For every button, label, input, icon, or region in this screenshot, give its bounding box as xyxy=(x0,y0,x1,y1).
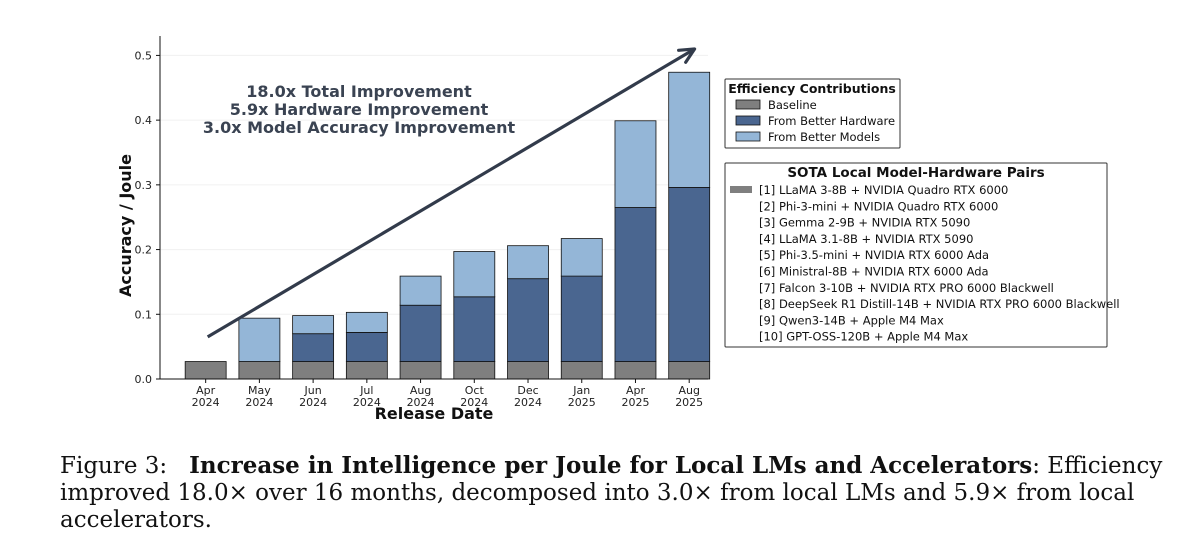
pairs-legend-entry: [7] Falcon 3-10B + NVIDIA RTX PRO 6000 B… xyxy=(759,281,1054,295)
pairs-legend-entry: [10] GPT-OSS-120B + Apple M4 Max xyxy=(759,330,968,344)
caption-text: : Efficiency improved 18.0× over 16 mont… xyxy=(60,453,1163,533)
bar-segment xyxy=(345,361,388,380)
bars xyxy=(184,71,711,380)
pairs-legend-entry: [8] DeepSeek R1 Distill-14B + NVIDIA RTX… xyxy=(759,297,1120,311)
chart: 0.0 0.1 0.2 0.3 0.4 0.5 Apr 2024 May 2024 Jun 2024 J… xyxy=(116,36,1120,423)
x-tick-label: Oct 2024 xyxy=(460,384,488,409)
bar-segment xyxy=(560,275,603,362)
bar-segment xyxy=(614,120,657,208)
legend-swatch xyxy=(735,131,761,142)
x-tick-label: Apr 2025 xyxy=(621,384,649,409)
x-tick-label: May 2024 xyxy=(245,384,273,409)
y-tick-label: 0.1 xyxy=(135,308,153,321)
bar-segment xyxy=(184,361,227,380)
x-tick-label: Jun 2024 xyxy=(299,384,327,409)
pairs-legend-entry: [5] Phi-3.5-mini + NVIDIA RTX 6000 Ada xyxy=(759,248,989,262)
bar-segment xyxy=(345,332,388,362)
bar-segment xyxy=(560,361,603,380)
bar-segment xyxy=(507,245,549,280)
bar-segment xyxy=(668,187,711,362)
x-tick-label: Aug 2024 xyxy=(407,384,435,409)
bar-segment xyxy=(292,333,335,362)
figure-caption: Figure 3: Increase in Intelligence per J… xyxy=(60,452,1170,534)
x-tick-label: Apr 2024 xyxy=(192,384,220,409)
caption-title: Increase in Intelligence per Joule for L… xyxy=(189,452,1033,479)
bar-segment xyxy=(345,311,388,333)
bar-segment xyxy=(614,207,657,362)
pairs-legend-entry: [1] LLaMA 3-8B + NVIDIA Quadro RTX 6000 xyxy=(759,183,1008,197)
bar-segment xyxy=(238,317,281,362)
improvement-annotation: 18.0x Total Improvement xyxy=(246,82,472,101)
y-axis-title: Accuracy / Joule xyxy=(116,154,135,297)
bar-segment xyxy=(507,278,549,362)
legend-entry: From Better Hardware xyxy=(768,114,895,128)
improvement-annotation: 5.9x Hardware Improvement xyxy=(230,100,489,119)
x-axis-title: Release Date xyxy=(375,404,494,423)
pairs-legend-entry: [2] Phi-3-mini + NVIDIA Quadro RTX 6000 xyxy=(759,199,998,213)
y-tick-label: 0.3 xyxy=(135,179,153,192)
bar-segment xyxy=(560,238,603,277)
bar-segment xyxy=(453,296,496,362)
bar-segment xyxy=(507,361,549,380)
pairs-legend-entry: [4] LLaMA 3.1-8B + NVIDIA RTX 5090 xyxy=(759,232,973,246)
bar-segment xyxy=(668,71,711,188)
bar-segment xyxy=(292,361,335,380)
pairs-legend-entry: [9] Qwen3-14B + Apple M4 Max xyxy=(759,313,944,327)
y-tick-label: 0.2 xyxy=(135,244,153,257)
y-tick-label: 0.4 xyxy=(135,114,153,127)
pairs-legend: SOTA Local Model-Hardware Pairs [1] LLaMA… xyxy=(724,162,1120,348)
x-tick-label: Aug 2025 xyxy=(675,384,703,409)
y-tick-label: 0.0 xyxy=(135,373,153,386)
legend-swatch xyxy=(735,115,761,126)
pairs-legend-entry: [3] Gemma 2-9B + NVIDIA RTX 5090 xyxy=(759,216,970,230)
legend-swatch xyxy=(735,99,761,110)
bar-segment xyxy=(614,361,657,380)
pairs-legend-entry: [6] Ministral-8B + NVIDIA RTX 6000 Ada xyxy=(759,265,989,279)
improvement-annotation: 3.0x Model Accuracy Improvement xyxy=(203,118,516,137)
bar-segment xyxy=(399,275,442,306)
trend-arrow-head xyxy=(677,47,697,64)
bar-segment xyxy=(453,251,496,298)
pairs-legend-swatch xyxy=(730,186,752,193)
bar-segment xyxy=(453,361,496,380)
pairs-legend-box xyxy=(724,162,1108,348)
bar-segment xyxy=(238,361,281,380)
axes: 0.0 0.1 0.2 0.3 0.4 0.5 Apr 2024 May 2024 Jun 2024 J… xyxy=(116,36,708,423)
x-tick-label: Jul 2024 xyxy=(353,384,381,409)
pairs-legend-title: SOTA Local Model-Hardware Pairs xyxy=(787,165,1044,181)
legend: Efficiency Contributions Baseline From Bet… xyxy=(724,78,901,149)
legend-title: Efficiency Contributions xyxy=(728,81,896,96)
bar-segment xyxy=(668,361,711,380)
bar-segment xyxy=(399,304,442,362)
legend-entry: Baseline xyxy=(768,98,817,112)
x-tick-label: Dec 2024 xyxy=(514,384,542,409)
trend-arrow-line xyxy=(206,47,696,339)
legend-box xyxy=(724,78,901,149)
bar-segment xyxy=(399,361,442,380)
y-tick-label: 0.5 xyxy=(135,49,153,62)
bar-segment xyxy=(292,315,335,335)
caption-label: Figure 3: xyxy=(60,453,168,479)
x-tick-label: Jan 2025 xyxy=(568,384,596,409)
legend-entry: From Better Models xyxy=(768,130,880,144)
